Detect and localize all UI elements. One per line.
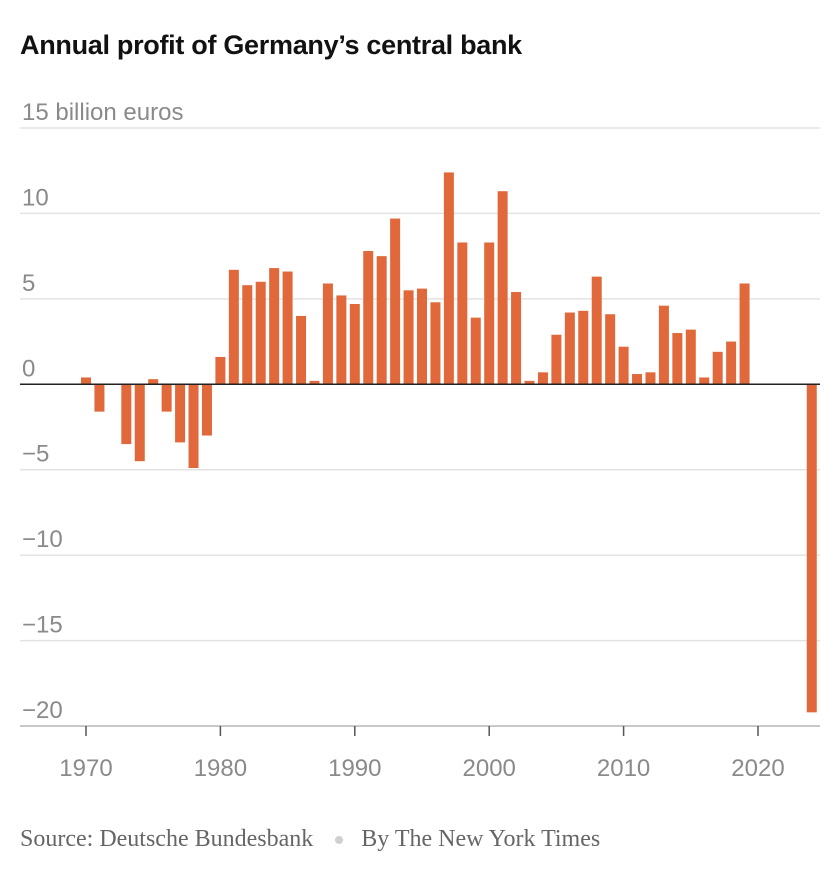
bar — [537, 372, 548, 385]
bar — [161, 384, 172, 412]
x-tick-label: 1980 — [194, 755, 247, 782]
chart-title: Annual profit of Germany’s central bank — [20, 30, 522, 60]
bar — [699, 377, 710, 385]
bar — [739, 283, 750, 385]
bar — [349, 303, 360, 385]
bar — [430, 302, 441, 385]
y-tick-label: −20 — [22, 697, 63, 724]
y-tick-label: −10 — [22, 526, 63, 553]
bar — [564, 312, 575, 385]
bar — [605, 314, 616, 385]
bar — [322, 283, 333, 385]
bar — [806, 384, 817, 713]
y-tick-label: −5 — [22, 441, 49, 468]
separator-dot-icon — [335, 836, 344, 845]
bar — [228, 269, 239, 385]
x-tick-label: 2020 — [731, 755, 784, 782]
bar — [618, 346, 629, 385]
bar — [363, 251, 374, 385]
bar — [201, 384, 212, 436]
bar — [175, 384, 186, 443]
bar — [134, 384, 145, 462]
bar — [511, 292, 522, 385]
y-tick-label: 10 — [22, 184, 49, 211]
y-tick-label: 15 billion euros — [22, 99, 183, 126]
footer: Source: Deutsche Bundesbank By The New Yo… — [20, 826, 600, 853]
bar — [282, 271, 293, 385]
bar — [524, 380, 535, 385]
bar — [376, 256, 387, 385]
bars — [81, 172, 817, 713]
bar — [390, 218, 401, 385]
x-tick-label: 1970 — [59, 755, 112, 782]
source-credit: Source: Deutsche Bundesbank — [20, 826, 314, 852]
bar — [255, 281, 266, 385]
y-tick-label: −15 — [22, 612, 63, 639]
x-tick-label: 2000 — [463, 755, 516, 782]
bar — [497, 191, 508, 385]
bar — [443, 172, 454, 385]
bar — [645, 372, 656, 385]
bar — [578, 310, 589, 385]
y-tick-label: 5 — [22, 270, 35, 297]
bar — [417, 288, 427, 385]
bar — [81, 377, 91, 385]
bar — [632, 374, 643, 385]
bar — [336, 295, 347, 385]
bar — [591, 276, 602, 385]
bar — [94, 384, 105, 412]
x-axis-labels: 1970 1980 1990 2000 2010 2020 — [59, 726, 785, 782]
bar — [672, 333, 683, 385]
bar — [484, 242, 495, 385]
x-tick-label: 2010 — [597, 755, 650, 782]
bar — [403, 290, 414, 385]
bar — [470, 317, 481, 385]
bar — [309, 380, 320, 385]
bar — [296, 315, 307, 385]
bar — [269, 268, 280, 385]
bar — [712, 351, 723, 385]
bar — [457, 242, 468, 385]
bar — [726, 341, 737, 385]
bar — [242, 285, 253, 385]
y-tick-label: 0 — [22, 355, 35, 382]
axes — [20, 383, 820, 727]
byline-credit: By The New York Times — [361, 826, 601, 852]
bar — [148, 379, 159, 385]
bar — [121, 384, 132, 445]
bar — [658, 305, 669, 385]
bar — [188, 384, 199, 469]
bar — [551, 334, 562, 385]
bar — [685, 329, 696, 385]
x-tick-label: 1990 — [328, 755, 381, 782]
y-axis-labels: 15 billion euros 10 5 0 −5 −10 −15 −20 — [22, 99, 183, 724]
bar — [215, 356, 226, 385]
